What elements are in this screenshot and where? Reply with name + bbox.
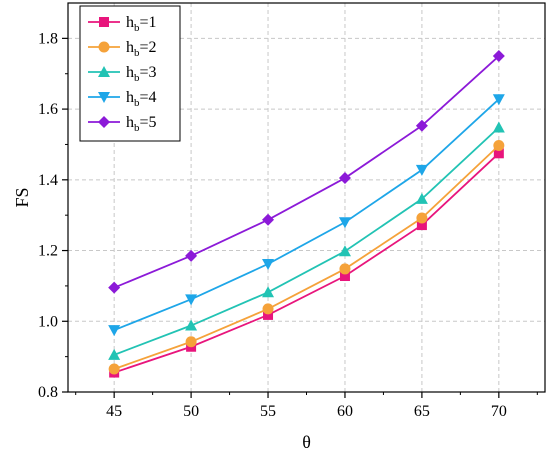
data-point (262, 303, 274, 315)
data-point (262, 286, 275, 298)
data-point (493, 140, 505, 152)
axis-ticks: 45 50 55 60 65 70 0.8 1.0 1.2 1.4 1.6 1.8 (38, 30, 538, 420)
legend-item: hb=2 (88, 39, 157, 59)
y-axis-title: FS (12, 187, 32, 207)
legend-label: hb=3 (126, 64, 157, 84)
x-tick-label: 60 (337, 403, 353, 420)
legend-item: hb=4 (88, 89, 157, 109)
data-point (339, 263, 351, 275)
x-tick-label: 65 (414, 403, 430, 420)
legend-marker (98, 41, 110, 53)
data-point (492, 121, 505, 133)
data-point (108, 348, 121, 360)
legend-label: hb=2 (126, 39, 157, 59)
legend-item: hb=1 (88, 14, 157, 34)
legend-label: hb=4 (126, 89, 157, 109)
x-tick-label: 45 (106, 403, 122, 420)
y-tick-label: 0.8 (38, 384, 58, 401)
series-line (113, 55, 500, 289)
data-point (415, 119, 428, 132)
series-2 (108, 140, 505, 375)
legend-label: hb=1 (126, 14, 157, 34)
data-point (339, 271, 350, 282)
data-point (338, 217, 351, 229)
data-point (108, 325, 121, 337)
series-1 (109, 148, 504, 378)
y-tick-label: 1.8 (38, 30, 58, 47)
series-line (113, 152, 500, 374)
data-point (263, 309, 274, 320)
series-4 (108, 94, 505, 337)
legend: hb=1 hb=2 hb=3 hb=4 hb=5 (79, 5, 181, 142)
data-point (492, 50, 505, 63)
data-point (338, 245, 351, 257)
data-point (415, 164, 428, 176)
data-point (185, 319, 198, 331)
y-tick-label: 1.6 (38, 101, 58, 118)
data-point (108, 363, 120, 375)
data-point (185, 249, 198, 262)
series-line (113, 126, 500, 356)
series-5 (108, 50, 505, 294)
legend-label: hb=5 (126, 114, 157, 134)
legend-marker (98, 66, 110, 77)
legend-item: hb=3 (88, 64, 157, 84)
data-point (185, 294, 198, 306)
x-axis-title: θ (302, 432, 311, 452)
legend-item: hb=5 (88, 114, 157, 134)
legend-box (79, 5, 181, 142)
x-tick-label: 50 (183, 403, 199, 420)
x-tick-label: 70 (491, 403, 507, 420)
legend-marker (98, 92, 110, 103)
series-line (113, 144, 500, 370)
series-layer (108, 50, 505, 378)
data-point (492, 94, 505, 106)
data-point (338, 172, 351, 185)
series-line (113, 98, 500, 331)
data-point (416, 212, 428, 224)
series-3 (108, 121, 505, 360)
data-point (262, 258, 275, 270)
legend-marker (99, 17, 109, 27)
y-tick-label: 1.0 (38, 313, 58, 330)
y-tick-label: 1.4 (38, 172, 58, 189)
data-point (416, 220, 427, 231)
x-tick-label: 55 (260, 403, 276, 420)
data-point (185, 336, 197, 348)
data-point (493, 148, 504, 159)
data-point (262, 213, 275, 226)
data-point (415, 192, 428, 204)
legend-marker (98, 116, 110, 128)
y-tick-label: 1.2 (38, 243, 58, 260)
data-point (108, 281, 121, 294)
